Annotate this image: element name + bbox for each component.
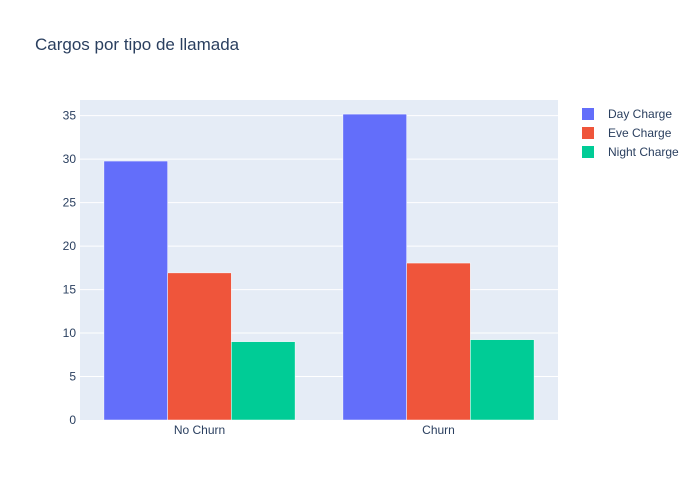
chart-title: Cargos por tipo de llamada	[35, 35, 240, 54]
legend-swatch	[582, 146, 594, 158]
y-tick-label: 25	[63, 196, 77, 210]
legend-label: Eve Charge	[608, 126, 672, 140]
y-tick-label: 20	[63, 239, 77, 253]
x-axis-ticks: No Churn Churn	[174, 423, 455, 437]
bar	[231, 341, 296, 421]
y-tick-label: 35	[63, 109, 77, 123]
y-axis-ticks: 0 5 10 15 20 25 30 35	[63, 109, 77, 427]
legend-label: Night Charge	[608, 145, 679, 159]
legend-swatch	[582, 108, 594, 120]
legend-label: Day Charge	[608, 107, 672, 121]
bar	[342, 113, 407, 421]
bar	[103, 160, 168, 421]
x-tick-label: No Churn	[174, 423, 225, 437]
y-tick-label: 10	[63, 326, 77, 340]
x-tick-label: Churn	[422, 423, 455, 437]
bar	[406, 262, 471, 421]
y-tick-label: 30	[63, 152, 77, 166]
legend: Day Charge Eve Charge Night Charge	[582, 107, 679, 159]
legend-swatch	[582, 127, 594, 139]
bars	[103, 113, 535, 421]
bar	[470, 339, 535, 421]
bar	[167, 272, 232, 421]
y-tick-label: 5	[69, 370, 76, 384]
y-tick-label: 0	[69, 413, 76, 427]
y-tick-label: 15	[63, 283, 77, 297]
